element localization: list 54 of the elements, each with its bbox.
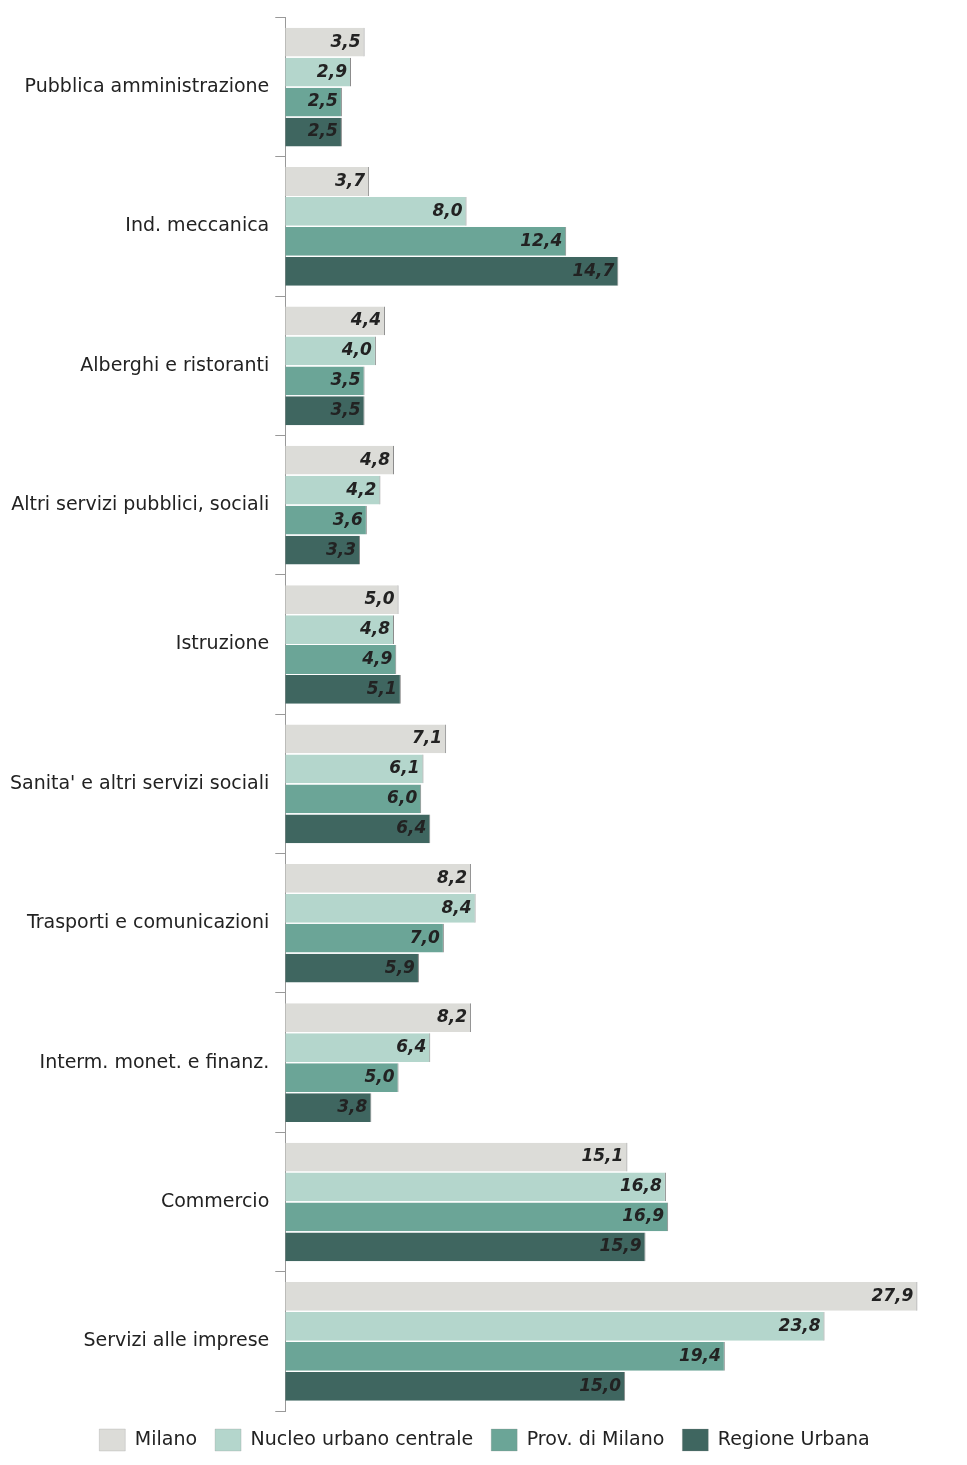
data-label: 3,5 [330, 399, 361, 420]
data-label: 4,4 [349, 309, 381, 330]
y-tick-label: Ind. meccanica [125, 213, 270, 236]
data-label: 6,4 [396, 817, 427, 838]
data-label: 4,8 [358, 617, 391, 638]
data-label: 2,5 [307, 90, 338, 111]
data-label: 4,2 [345, 478, 377, 499]
data-label: 8,2 [436, 866, 468, 887]
data-label: 23,8 [778, 1314, 821, 1335]
data-label: 8,0 [432, 199, 463, 220]
y-tick-label: Istruzione [175, 631, 270, 654]
y-tick-label: Servizi alle imprese [83, 1328, 270, 1351]
data-label: 8,4 [441, 896, 472, 917]
legend-label: Regione Urbana [717, 1426, 870, 1449]
data-label: 4,8 [358, 448, 391, 469]
data-label: 8,2 [436, 1006, 468, 1027]
y-tick-label: Alberghi e ristoranti [80, 352, 270, 375]
data-label: 5,1 [366, 677, 397, 698]
data-label: 19,4 [678, 1344, 721, 1365]
data-label: 16,9 [622, 1205, 665, 1226]
data-label: 15,9 [599, 1235, 642, 1256]
data-label: 5,0 [364, 588, 395, 608]
y-tick-label: Pubblica amministrazione [24, 74, 270, 97]
data-label: 3,8 [337, 1095, 368, 1116]
data-label: 4,0 [340, 339, 373, 360]
legend-label: Milano [134, 1426, 198, 1449]
data-label: 5,0 [364, 1066, 395, 1086]
data-label: 27,9 [871, 1284, 914, 1305]
y-tick-label: Commercio [160, 1188, 270, 1211]
data-label: 16,8 [619, 1175, 663, 1196]
y-tick-label: Interm. monet. e finanz. [39, 1049, 270, 1072]
y-tick-label: Altri servizi pubblici, sociali [11, 492, 270, 515]
data-label: 12,4 [520, 229, 563, 250]
data-label: 3,5 [330, 30, 361, 51]
data-label: 4,9 [361, 647, 393, 668]
data-label: 14,7 [572, 259, 615, 280]
legend-label: Nucleo urbano centrale [250, 1426, 474, 1449]
data-label: 6,0 [387, 787, 418, 808]
y-tick-label: Sanita' e altri servizi sociali [9, 770, 270, 793]
data-label: 3,5 [330, 369, 361, 390]
data-label: 6,1 [389, 757, 420, 778]
data-label: 2,9 [316, 60, 348, 81]
data-label: 3,6 [332, 508, 363, 529]
legend-label: Prov. di Milano [526, 1426, 665, 1449]
data-label: 15,0 [579, 1374, 622, 1395]
data-label: 15,1 [581, 1145, 624, 1166]
data-label: 6,4 [396, 1036, 427, 1057]
data-label: 2,5 [307, 120, 338, 141]
data-label: 3,7 [334, 169, 366, 190]
data-label: 3,3 [325, 538, 357, 559]
data-label: 7,0 [409, 926, 441, 947]
data-label: 5,9 [384, 956, 416, 977]
data-label: 7,1 [412, 727, 443, 748]
y-tick-label: Trasporti e comunicazioni [25, 910, 270, 933]
